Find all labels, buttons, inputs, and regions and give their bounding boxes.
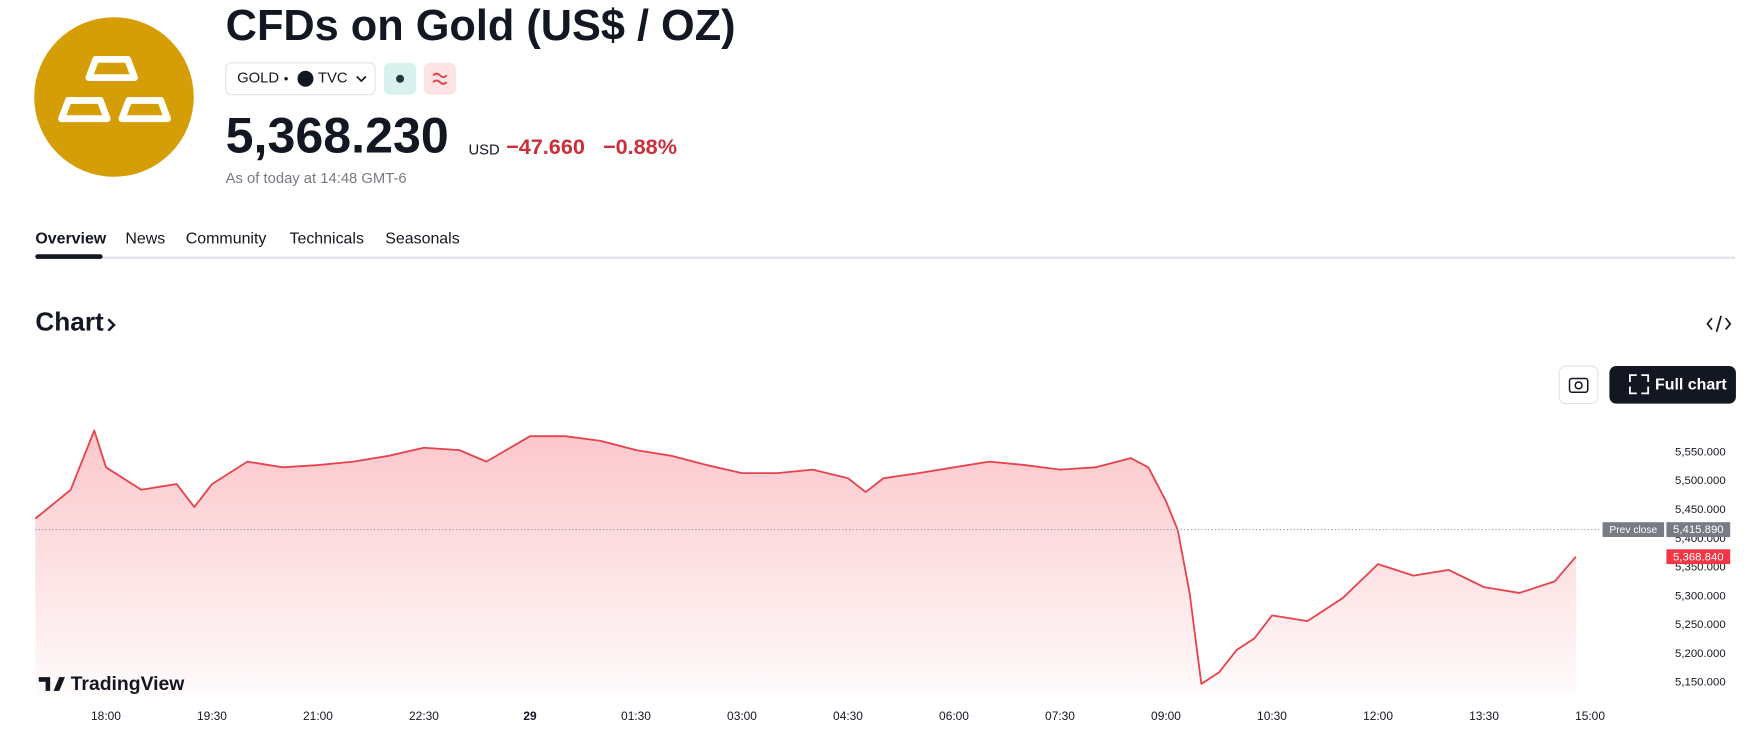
y-tick-label: 5,200.000 <box>1675 648 1726 660</box>
prev-close-value: 5,415.890 <box>1673 524 1724 536</box>
tab[interactable]: News <box>125 231 165 248</box>
tab[interactable]: Seasonals <box>385 231 459 248</box>
x-tick-label: 01:30 <box>621 709 651 723</box>
x-tick-label: 04:30 <box>833 709 863 723</box>
symbol-pill[interactable]: GOLD TVC <box>225 62 376 96</box>
x-tick-label: 15:00 <box>1575 709 1605 723</box>
x-tick-label: 22:30 <box>409 709 439 723</box>
y-tick-label: 5,350.000 <box>1675 562 1726 574</box>
last-value-label: 5,368.840 <box>1673 551 1724 563</box>
area-fill <box>35 430 1576 696</box>
x-tick-label: 19:30 <box>197 709 227 723</box>
x-tick-label: 07:30 <box>1045 709 1075 723</box>
x-tick-label: 29 <box>523 709 537 723</box>
badge-cfd[interactable] <box>424 62 456 95</box>
y-tick-label: 5,550.000 <box>1675 446 1726 458</box>
x-tick-label: 09:00 <box>1151 709 1181 723</box>
x-tick-label: 10:30 <box>1257 709 1287 723</box>
full-chart-button[interactable]: Full chart <box>1609 366 1736 404</box>
price: 5,368.230 <box>226 107 449 163</box>
x-tick-label: 03:00 <box>727 709 757 723</box>
full-chart-label: Full chart <box>1655 377 1727 394</box>
badge-status[interactable] <box>384 62 417 95</box>
x-tick-label: 13:30 <box>1469 709 1499 723</box>
symbol: GOLD <box>237 71 279 87</box>
change: −47.660 <box>506 134 585 159</box>
x-tick-label: 21:00 <box>303 709 333 723</box>
prev-close-label: Prev close <box>1609 525 1657 536</box>
last-value-tag <box>1666 549 1731 565</box>
tab[interactable]: Community <box>186 231 267 248</box>
currency: USD <box>468 142 499 158</box>
section-title[interactable]: Chart <box>35 307 104 337</box>
chart: 5,150.000 5,200.000 5,250.000 5,300.000 5,35… <box>34 429 1731 723</box>
change-percent: −0.88% <box>603 134 677 159</box>
y-tick-label: 5,500.000 <box>1675 475 1726 487</box>
x-tick-label: 12:00 <box>1363 709 1393 723</box>
embed-icon[interactable] <box>1706 315 1732 333</box>
y-tick-label: 5,150.000 <box>1675 677 1726 689</box>
y-tick-label: 5,450.000 <box>1675 504 1726 516</box>
title: CFDs on Gold (US$ / OZ) <box>226 2 736 50</box>
prev-close-value-tag <box>1666 522 1731 538</box>
watermark: TradingView <box>38 673 186 695</box>
tab[interactable]: Overview <box>35 231 106 248</box>
tab-bar: Overview News Community Technicals Seasonals <box>35 231 1735 259</box>
logo <box>34 17 194 177</box>
chevron <box>107 318 116 332</box>
y-tick-label: 5,300.000 <box>1675 590 1726 602</box>
x-tick-label: 18:00 <box>91 709 121 723</box>
snapshot-button[interactable] <box>1558 365 1599 405</box>
exchange: TVC <box>318 71 348 87</box>
watermark-text: TradingView <box>71 673 186 695</box>
x-tick-label: 06:00 <box>939 709 969 723</box>
prev-close-tag <box>1602 522 1665 538</box>
price-line <box>34 429 1577 685</box>
tab[interactable]: Technicals <box>290 231 364 248</box>
y-tick-label: 5,250.000 <box>1675 619 1726 631</box>
as-of: As of today at 14:48 GMT-6 <box>226 171 407 187</box>
